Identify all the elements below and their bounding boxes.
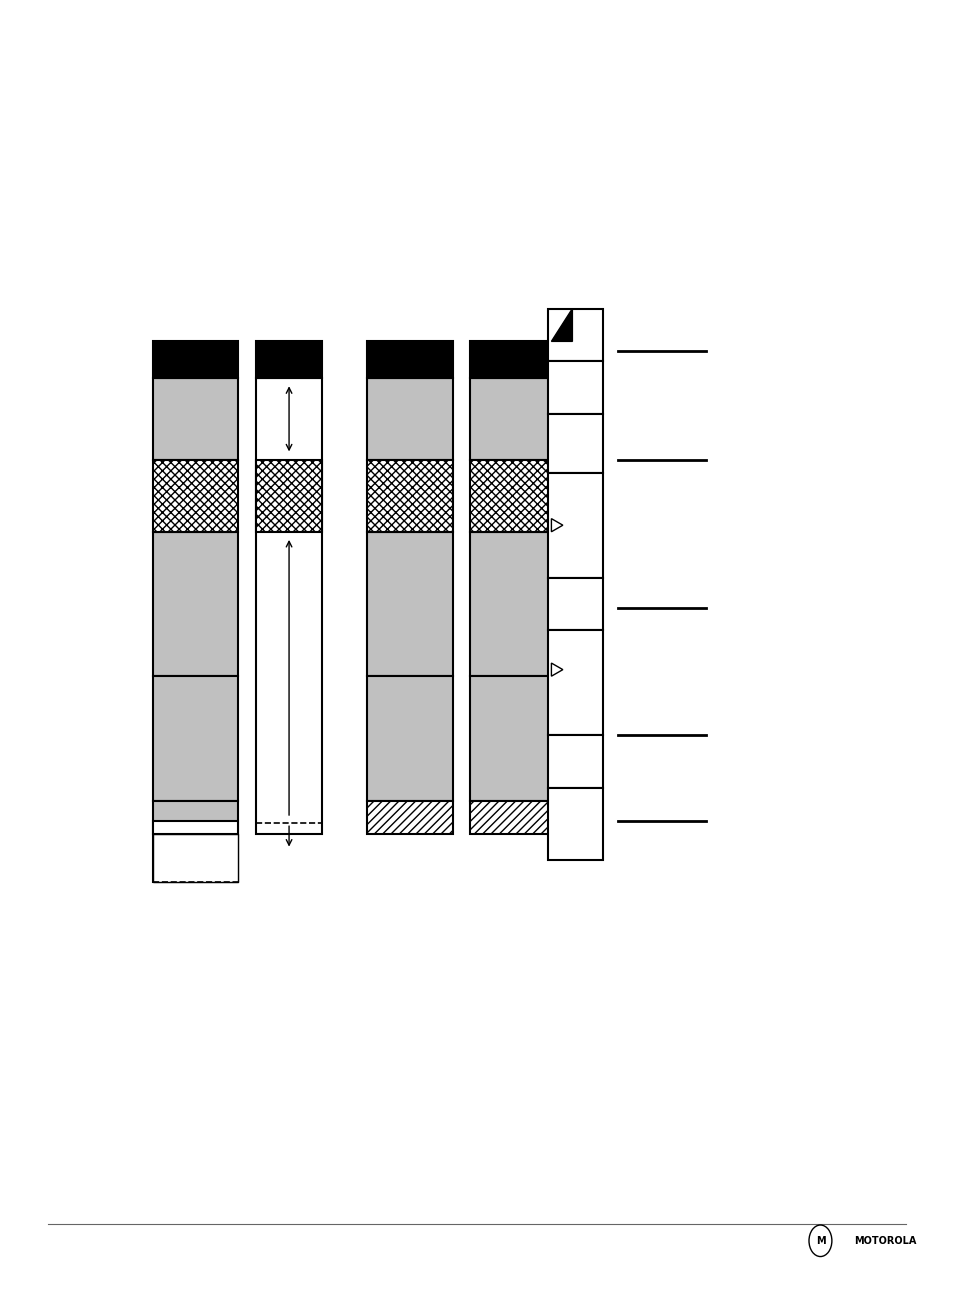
- Bar: [255, 460, 322, 532]
- Bar: [547, 630, 602, 735]
- Bar: [152, 801, 238, 882]
- Bar: [470, 341, 551, 378]
- Polygon shape: [551, 309, 572, 341]
- Bar: [470, 460, 551, 532]
- Bar: [255, 378, 322, 834]
- Bar: [367, 801, 453, 834]
- Bar: [470, 532, 551, 676]
- Bar: [255, 341, 322, 378]
- Bar: [152, 341, 238, 378]
- Bar: [152, 460, 238, 532]
- Bar: [367, 532, 453, 676]
- Bar: [152, 532, 238, 676]
- Bar: [547, 735, 602, 788]
- Bar: [470, 378, 551, 460]
- Bar: [547, 473, 602, 578]
- Bar: [367, 341, 453, 378]
- Bar: [152, 676, 238, 801]
- Bar: [470, 801, 551, 834]
- Bar: [470, 676, 551, 801]
- Bar: [367, 460, 453, 532]
- Bar: [547, 788, 602, 860]
- Bar: [367, 378, 453, 460]
- Bar: [547, 361, 602, 414]
- Bar: [152, 378, 238, 460]
- Bar: [547, 309, 602, 361]
- Bar: [547, 578, 602, 630]
- Bar: [547, 414, 602, 473]
- Polygon shape: [551, 663, 562, 676]
- Bar: [152, 821, 238, 834]
- Text: M: M: [815, 1236, 824, 1246]
- Text: MOTOROLA: MOTOROLA: [853, 1236, 915, 1246]
- Bar: [367, 676, 453, 801]
- Bar: [152, 834, 238, 882]
- Polygon shape: [551, 519, 562, 532]
